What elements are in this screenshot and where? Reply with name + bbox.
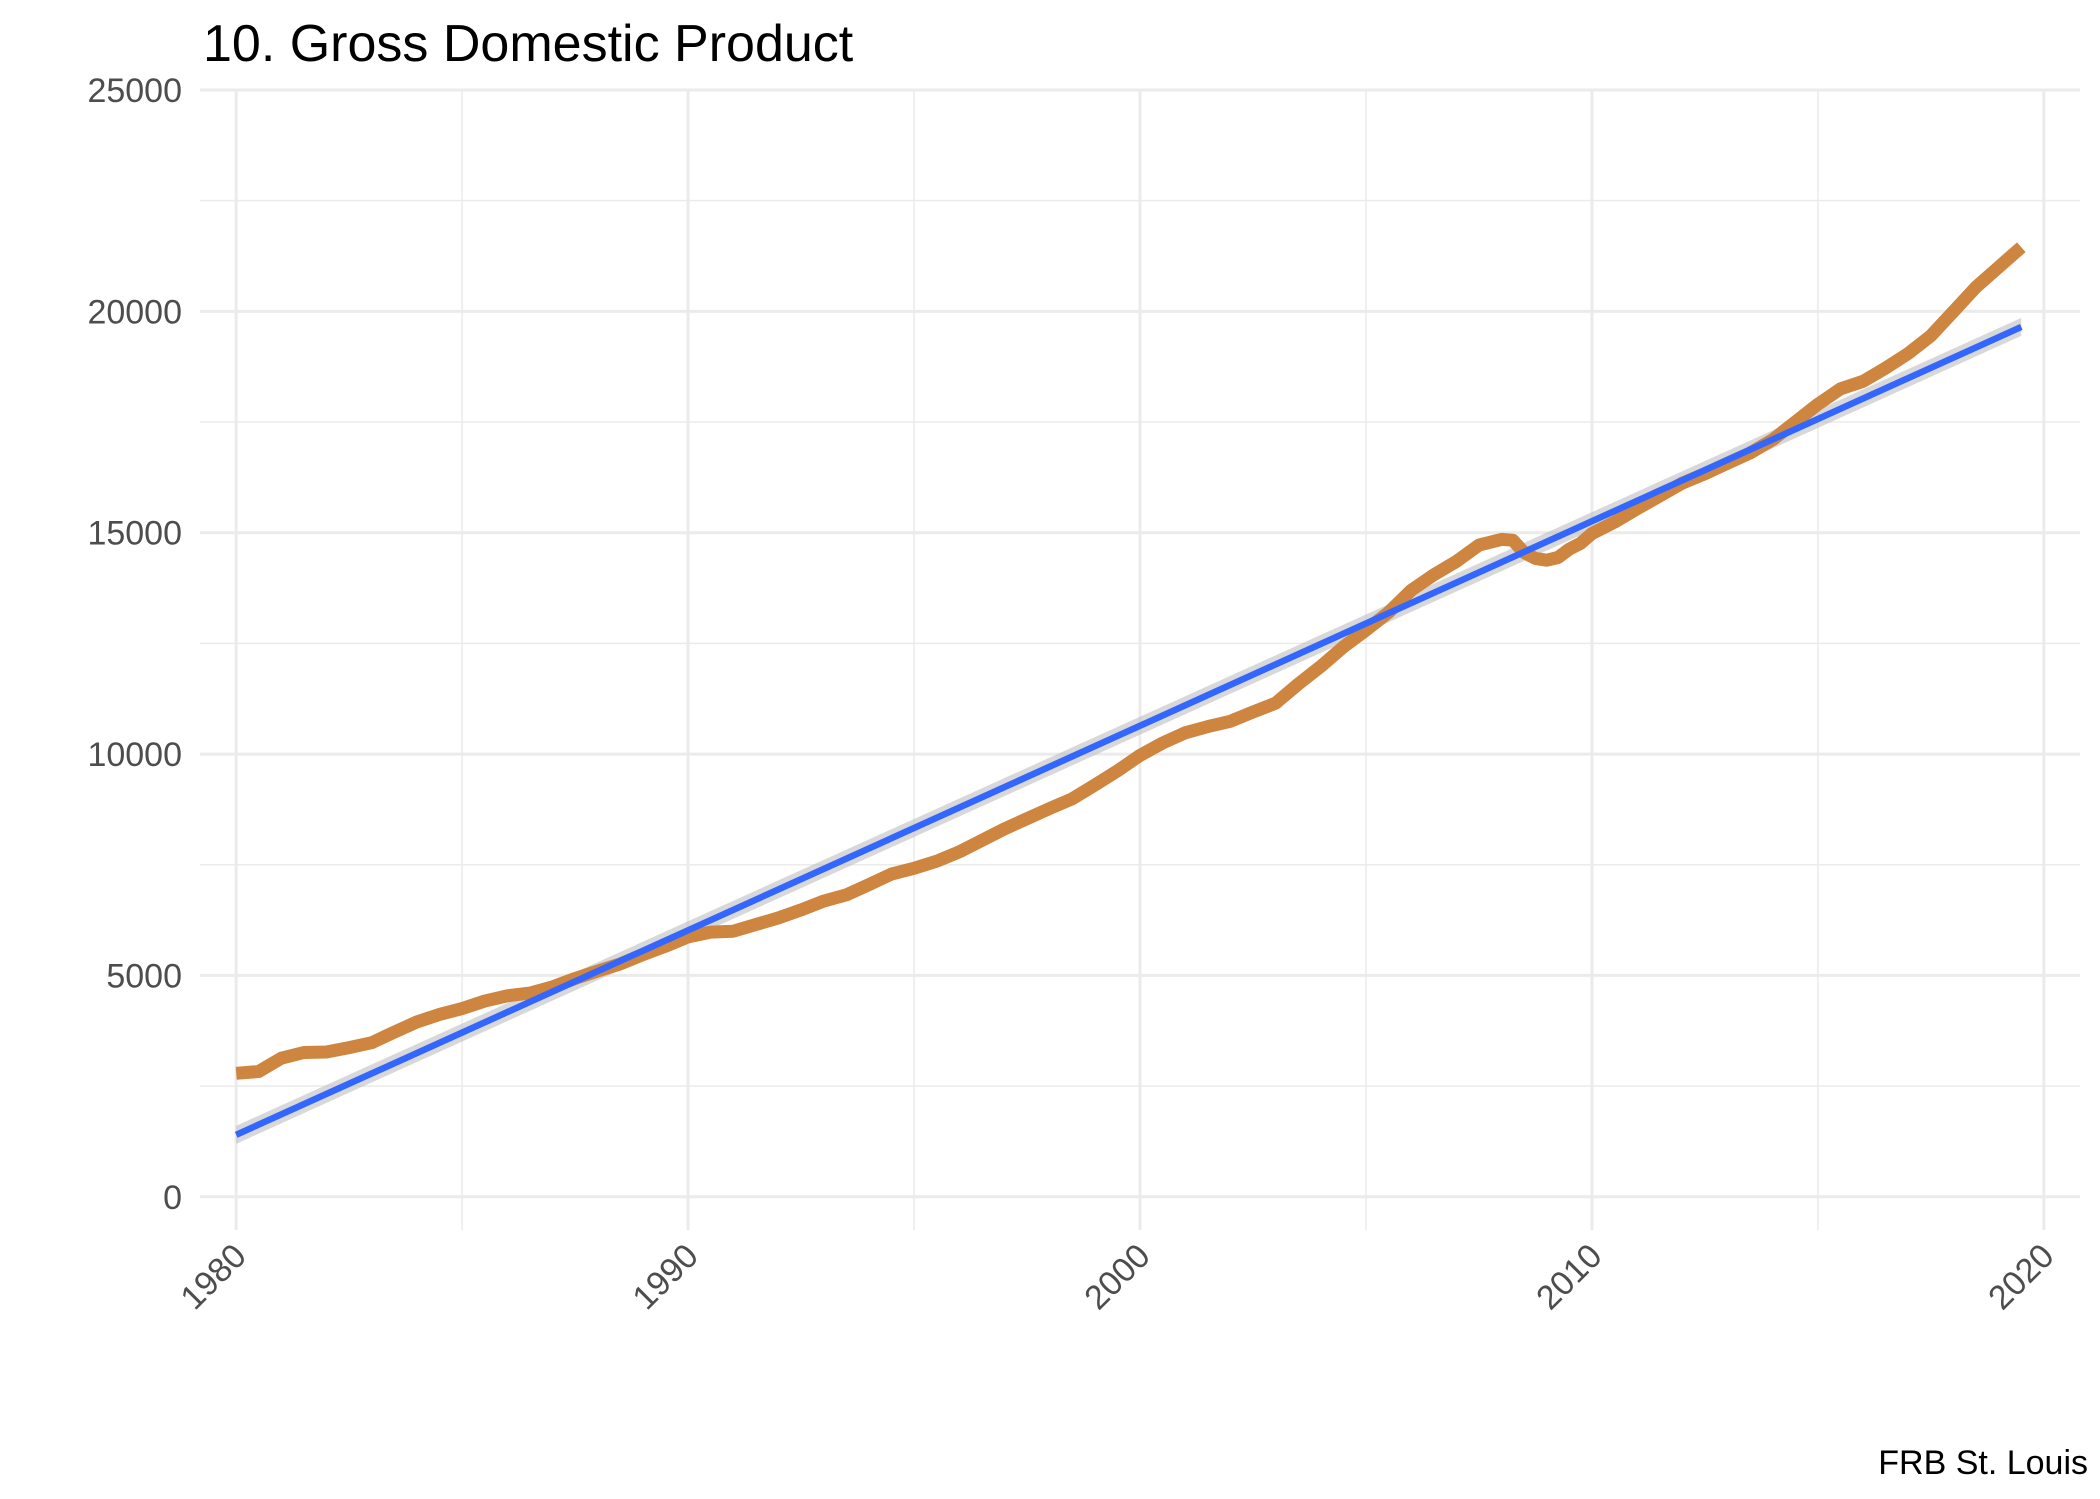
chart-caption: FRB St. Louis [1878, 1444, 2088, 1482]
y-tick-label: 25000 [87, 72, 182, 110]
y-tick-label: 15000 [87, 515, 182, 553]
x-axis-tick-labels: 1980 1990 2000 2010 2020 [173, 1237, 2061, 1317]
major-gridlines [200, 88, 2080, 1230]
y-tick-label: 5000 [106, 957, 182, 995]
series-trend-line [234, 323, 2023, 1138]
x-tick-label: 2000 [1077, 1237, 1157, 1317]
series-gdp-line [235, 242, 2026, 1080]
x-tick-label: 1980 [173, 1237, 253, 1317]
x-tick-label: 2020 [1981, 1237, 2061, 1317]
x-tick-label: 2010 [1529, 1237, 1609, 1317]
y-tick-label: 10000 [87, 736, 182, 774]
series-layer [234, 242, 2026, 1144]
x-tick-label: 1990 [625, 1237, 705, 1317]
y-tick-label: 0 [163, 1179, 182, 1217]
y-tick-label: 20000 [87, 293, 182, 331]
chart-title: 10. Gross Domestic Product [203, 15, 854, 73]
y-axis-tick-labels: 0 5000 10000 15000 20000 25000 [87, 72, 182, 1217]
